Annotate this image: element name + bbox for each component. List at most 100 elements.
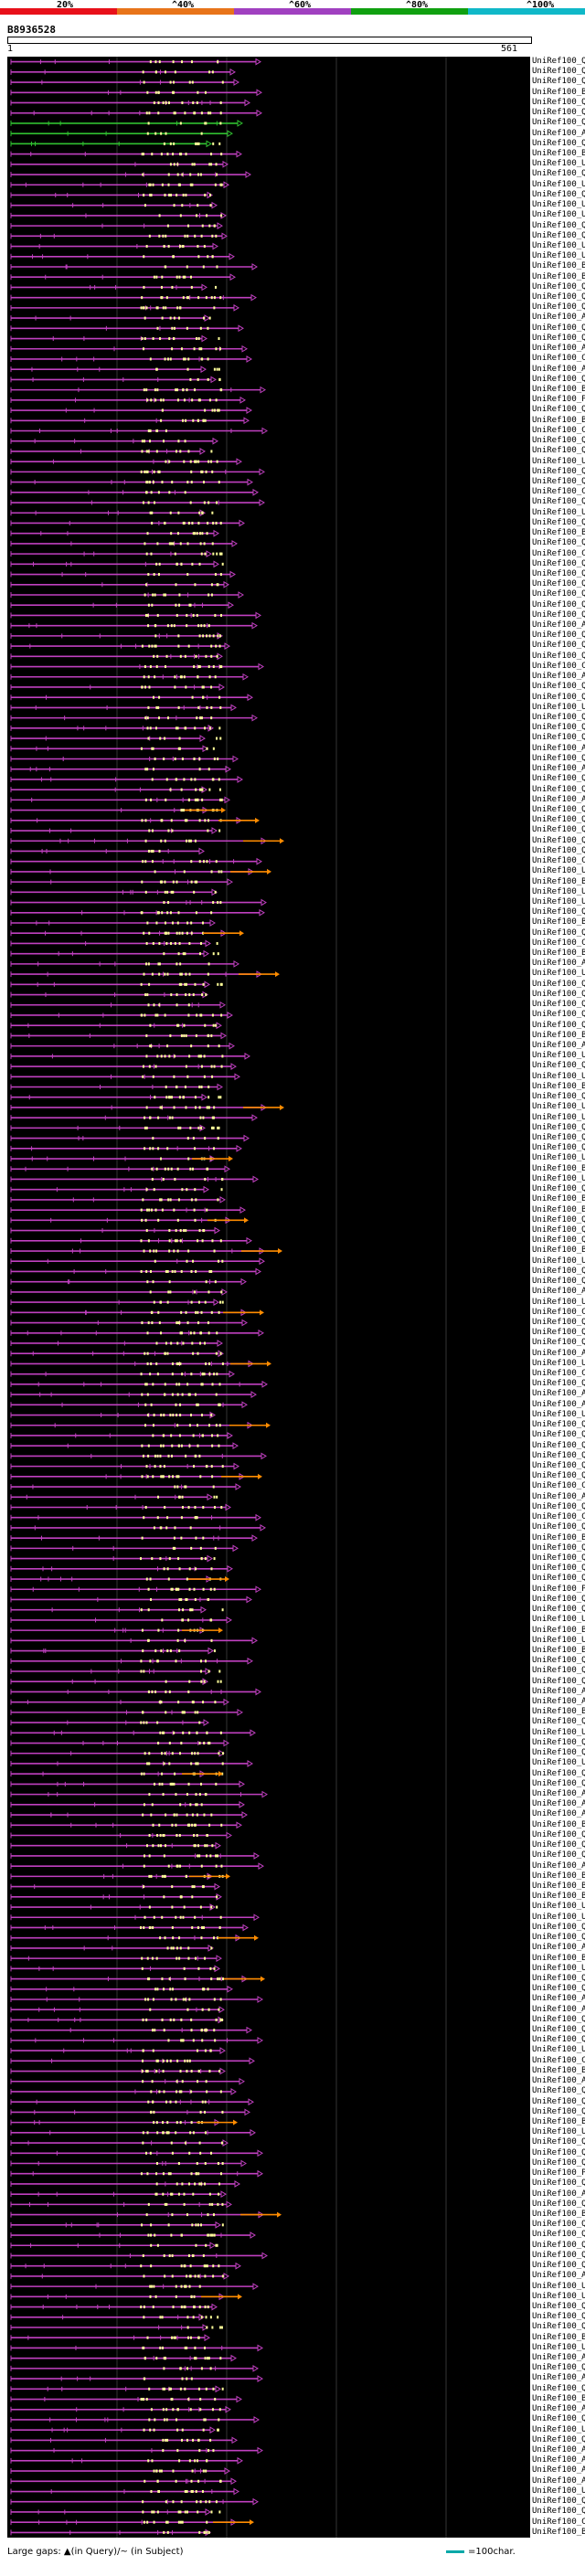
hit-label[interactable]: UniRef100_Q2LE52	[532, 2240, 585, 2250]
hit-label[interactable]: UniRef100_UP1000...	[532, 1173, 585, 1183]
hit-label[interactable]: UniRef100_A5BQP1	[532, 764, 585, 774]
hit-label[interactable]: UniRef100_UP1000...	[532, 159, 585, 169]
hit-label[interactable]: UniRef100_Q9FHG6	[532, 1768, 585, 1778]
hit-label[interactable]: UniRef100_Q4G336	[532, 815, 585, 825]
hit-label[interactable]: UniRef100_B9H154	[532, 271, 585, 281]
hit-label[interactable]: UniRef100_Q9M377	[532, 631, 585, 641]
hit-label[interactable]: UniRef100_Q39593-2	[532, 1092, 585, 1102]
hit-label[interactable]: UniRef100_Q2Q375	[532, 1020, 585, 1030]
hit-label[interactable]: UniRef100_A8NCB8	[532, 1943, 585, 1953]
hit-label[interactable]: UniRef100_Q9F676	[532, 67, 585, 77]
hit-label[interactable]: UniRef100_Q3HTK5	[532, 784, 585, 794]
hit-label[interactable]: UniRef100_Q9L077	[532, 2199, 585, 2209]
hit-label[interactable]: UniRef100_Q9FSG1	[532, 651, 585, 661]
hit-label[interactable]: UniRef100_B9N4U0	[532, 1081, 585, 1091]
hit-label[interactable]: UniRef100_A8VOU2	[532, 1809, 585, 1819]
hit-label[interactable]: UniRef100_Q4G4Y1	[532, 2035, 585, 2045]
hit-label[interactable]: UniRef100_Q49201	[532, 1471, 585, 1481]
hit-label[interactable]: UniRef100_Q59599	[532, 835, 585, 845]
hit-label[interactable]: UniRef100_Q5C1M1	[532, 733, 585, 743]
hit-label[interactable]: UniRef100_A8EXG9	[532, 2373, 585, 2383]
hit-label[interactable]: UniRef100_A1YL95	[532, 1399, 585, 1409]
hit-label[interactable]: UniRef100_Q0I0M7	[532, 1501, 585, 1511]
hit-label[interactable]: UniRef100_UP1000...	[532, 200, 585, 210]
hit-label[interactable]: UniRef100_A5BQF0	[532, 344, 585, 354]
hit-label[interactable]: UniRef100_UP1000...	[532, 1615, 585, 1625]
hit-label[interactable]: UniRef100_Q49129	[532, 1461, 585, 1470]
hit-label[interactable]: UniRef100_UP1000...	[532, 179, 585, 189]
hit-label[interactable]: UniRef100_C5T133	[532, 2517, 585, 2527]
hit-label[interactable]: UniRef100_A9QB88	[532, 2271, 585, 2281]
hit-label[interactable]: UniRef100_UP1000...	[532, 1635, 585, 1645]
hit-label[interactable]: UniRef100_B4P174	[532, 1532, 585, 1542]
hit-label[interactable]: UniRef100_Q4G3S8	[532, 374, 585, 384]
hit-label[interactable]: UniRef100_Q4G809	[532, 907, 585, 917]
hit-label[interactable]: UniRef100_B9GF15	[532, 1953, 585, 1963]
hit-label[interactable]: UniRef100_C7DL26	[532, 1307, 585, 1317]
hit-label[interactable]: UniRef100_Q7JAB2	[532, 2220, 585, 2230]
hit-label[interactable]: UniRef100_Q8YZ77	[532, 138, 585, 148]
hit-label[interactable]: UniRef100_UP1000...	[532, 2127, 585, 2137]
hit-label[interactable]: UniRef100_Q5ANB9	[532, 1605, 585, 1615]
hit-label[interactable]: UniRef100_Q9BRP6	[532, 2147, 585, 2157]
hit-label[interactable]: UniRef100_Q9FUR7	[532, 2250, 585, 2260]
hit-label[interactable]: UniRef100_Q9QQ12	[532, 281, 585, 292]
hit-label[interactable]: UniRef100_Q2B9E0	[532, 1277, 585, 1287]
hit-label[interactable]: UniRef100_Q9VEQ6	[532, 517, 585, 527]
hit-label[interactable]: UniRef100_Q9UDK6	[532, 1594, 585, 1604]
hit-label[interactable]: UniRef100_Q13983	[532, 692, 585, 702]
hit-label[interactable]: UniRef100_A6QDE3	[532, 2353, 585, 2363]
hit-label[interactable]: UniRef100_Q4G3R2	[532, 774, 585, 784]
hit-label[interactable]: UniRef100_UP1000...	[532, 1912, 585, 1922]
hit-label[interactable]: UniRef100_UP1000...	[532, 1963, 585, 1973]
hit-label[interactable]: UniRef100_B3M929	[532, 1881, 585, 1891]
hit-label[interactable]: UniRef100_UP1000...	[532, 866, 585, 876]
hit-label[interactable]: UniRef100_UP1000...	[532, 210, 585, 220]
hit-label[interactable]: UniRef100_B9H9G0	[532, 2117, 585, 2127]
hit-label[interactable]: UniRef100_Q00451	[532, 2414, 585, 2424]
hit-label[interactable]: UniRef100_B7PK12	[532, 1645, 585, 1655]
hit-label[interactable]: UniRef100_Q39834	[532, 1143, 585, 1153]
hit-label[interactable]: UniRef100_UP1000...	[532, 240, 585, 250]
hit-label[interactable]: UniRef100_Q4K2U1	[532, 2178, 585, 2189]
hit-label[interactable]: UniRef100_Q9D6T5	[532, 1933, 585, 1943]
hit-label[interactable]: UniRef100_A5VSM5	[532, 313, 585, 323]
hit-label[interactable]: UniRef100_Q4G3G9	[532, 568, 585, 578]
hit-label[interactable]: UniRef100_B4MRY0	[532, 917, 585, 928]
hit-label[interactable]: UniRef100_A6EL01	[532, 2189, 585, 2199]
hit-label[interactable]: UniRef100_A9Y2E4	[532, 743, 585, 753]
hit-label[interactable]: UniRef100_Q6YHP3	[532, 333, 585, 343]
hit-label[interactable]: UniRef100_A9P059	[532, 672, 585, 682]
hit-label[interactable]: UniRef100_Q9JIL9	[532, 220, 585, 230]
hit-label[interactable]: UniRef100_UP1000...	[532, 2281, 585, 2291]
hit-label[interactable]: UniRef100_UP1000...	[532, 702, 585, 712]
hit-label[interactable]: UniRef100_C5Z4Z9	[532, 661, 585, 671]
hit-label[interactable]: UniRef100_Q7T6A0	[532, 405, 585, 415]
hit-label[interactable]: UniRef100_C4LJ64	[532, 354, 585, 364]
hit-label[interactable]: UniRef100_Q9Q246	[532, 641, 585, 651]
hit-label[interactable]: UniRef100_Q4G227	[532, 1266, 585, 1276]
hit-label[interactable]: UniRef100_P40603	[532, 2168, 585, 2178]
hit-label[interactable]: UniRef100_UP1000...	[532, 1071, 585, 1081]
hit-label[interactable]: UniRef100_Q6SPN1	[532, 466, 585, 476]
hit-label[interactable]: UniRef100_A9PE91	[532, 364, 585, 374]
hit-label[interactable]: UniRef100_Q39835	[532, 1338, 585, 1348]
hit-label[interactable]: UniRef100_Q9F7N8	[532, 57, 585, 66]
hit-label[interactable]: UniRef100_Q3HTK6	[532, 825, 585, 835]
hit-label[interactable]: UniRef100_P13793	[532, 395, 585, 405]
hit-label[interactable]: UniRef100_Q9FZH2	[532, 1829, 585, 1839]
hit-label[interactable]: UniRef100_A5PM41	[532, 1799, 585, 1809]
hit-label[interactable]: UniRef100_Q43697	[532, 1542, 585, 1553]
hit-label[interactable]: UniRef100_C5YAY2	[532, 425, 585, 435]
hit-label[interactable]: UniRef100_UP1000...	[532, 1409, 585, 1419]
hit-label[interactable]: UniRef100_A8EL09	[532, 1994, 585, 2004]
hit-label[interactable]: UniRef100_B4HIJ4	[532, 1871, 585, 1881]
hit-label[interactable]: UniRef100_B9R212	[532, 385, 585, 394]
hit-label[interactable]: UniRef100_UP1000...	[532, 2291, 585, 2301]
hit-label[interactable]: UniRef100_UP1000...	[532, 1256, 585, 1266]
hit-label[interactable]: UniRef100_Q9Q083	[532, 2322, 585, 2332]
hit-label[interactable]: UniRef100_Q8Z066	[532, 97, 585, 107]
hit-label[interactable]: UniRef100_B9GBN7	[532, 528, 585, 538]
hit-label[interactable]: UniRef100_Q9S1B6	[532, 1440, 585, 1450]
hit-label[interactable]: UniRef100_A6NGG0	[532, 2076, 585, 2086]
